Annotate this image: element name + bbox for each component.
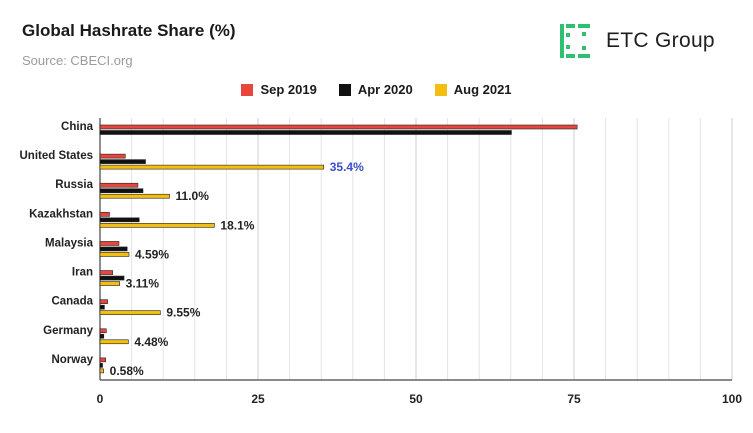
bar-aug-2021 <box>99 310 161 315</box>
bar-apr-2020 <box>99 275 125 281</box>
bar-sep-2019 <box>99 241 120 246</box>
category-label: Canada <box>51 296 93 308</box>
data-label: 4.59% <box>135 247 169 261</box>
category-label: Malaysia <box>45 237 94 249</box>
category-label: Russia <box>55 179 93 191</box>
bar-aug-2021 <box>99 164 325 170</box>
chart-title: Global Hashrate Share (%) <box>22 21 236 40</box>
bar-sep-2019 <box>99 328 107 334</box>
chart-legend: Sep 2019 Apr 2020 Aug 2021 <box>0 82 753 97</box>
bar-sep-2019 <box>99 270 113 275</box>
bar-apr-2020 <box>99 363 103 368</box>
legend-swatch <box>338 83 351 96</box>
x-tick-label: 25 <box>251 392 265 406</box>
data-label: 0.58% <box>110 364 144 378</box>
data-label: 9.55% <box>166 306 200 320</box>
bar-aug-2021 <box>99 223 215 228</box>
x-tick-label: 75 <box>567 392 581 406</box>
bar-apr-2020 <box>99 304 105 310</box>
brand-logo: ETC Group <box>556 22 715 60</box>
bar-aug-2021 <box>99 368 104 374</box>
bar-sep-2019 <box>99 182 139 188</box>
x-tick-label: 0 <box>97 392 104 406</box>
bar-apr-2020 <box>99 246 128 252</box>
legend-label: Aug 2021 <box>453 82 512 97</box>
bar-sep-2019 <box>99 153 126 159</box>
bar-sep-2019 <box>99 212 110 217</box>
bar-apr-2020 <box>99 159 146 164</box>
legend-label: Apr 2020 <box>357 82 413 97</box>
bar-aug-2021 <box>99 281 120 286</box>
chart-source: Source: CBECI.org <box>22 53 133 68</box>
bar-apr-2020 <box>99 130 512 135</box>
category-label: Iran <box>72 267 93 279</box>
bar-aug-2021 <box>99 252 130 257</box>
data-label: 35.4% <box>330 160 364 174</box>
brand-name: ETC Group <box>606 29 715 52</box>
bar-sep-2019 <box>99 299 108 304</box>
x-tick-label: 100 <box>722 392 742 406</box>
legend-swatch <box>434 83 447 96</box>
x-tick-label: 50 <box>409 392 423 406</box>
bar-sep-2019 <box>99 124 578 130</box>
data-label: 11.0% <box>176 189 210 203</box>
category-label: Norway <box>51 354 93 366</box>
bar-sep-2019 <box>99 357 106 363</box>
category-label: United States <box>20 150 94 162</box>
etc-group-logo-icon <box>560 24 590 58</box>
data-label: 18.1% <box>220 218 254 232</box>
legend-label: Sep 2019 <box>260 82 317 97</box>
bar-apr-2020 <box>99 333 105 339</box>
bar-apr-2020 <box>99 188 144 194</box>
legend-item-sep-2019: Sep 2019 <box>241 82 317 97</box>
bar-aug-2021 <box>99 193 170 199</box>
category-label: Kazakhstan <box>29 208 93 220</box>
category-label: Germany <box>43 325 93 337</box>
bar-apr-2020 <box>99 217 140 223</box>
legend-item-apr-2020: Apr 2020 <box>338 82 413 97</box>
category-label: China <box>61 121 94 133</box>
data-label: 3.11% <box>126 277 160 291</box>
data-label: 4.48% <box>134 335 168 349</box>
legend-item-aug-2021: Aug 2021 <box>434 82 512 97</box>
legend-swatch <box>241 83 254 96</box>
bar-aug-2021 <box>99 339 129 345</box>
